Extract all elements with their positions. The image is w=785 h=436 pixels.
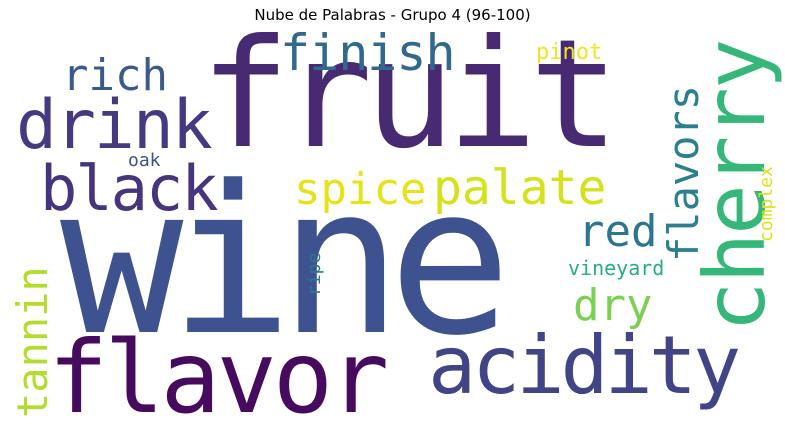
word-dry: dry [573,280,653,331]
word-black: black [40,152,219,225]
word-red: red [578,206,658,257]
word-wine: wine [60,143,512,381]
word-cloud: wine fruit flavor acidity cherry drink b… [8,30,783,430]
word-flavors: flavors [659,84,708,262]
word-complex: complex [756,166,777,242]
word-acidity: acidity [428,319,741,412]
word-pinot: pinot [536,40,603,65]
word-rich: rich [62,50,168,101]
word-finish: finish [280,30,456,82]
word-tannin: tannin [8,266,57,418]
word-drink: drink [16,86,213,165]
word-ripe: ripe [304,252,325,296]
word-flavor: flavor [48,319,389,430]
word-fruit: fruit [200,30,620,182]
word-oak: oak [128,150,161,171]
word-palate: palate [433,160,607,216]
word-spice: spice [294,164,427,215]
chart-title: Nube de Palabras - Grupo 4 (96-100) [254,6,531,24]
word-vineyard: vineyard [568,256,665,280]
